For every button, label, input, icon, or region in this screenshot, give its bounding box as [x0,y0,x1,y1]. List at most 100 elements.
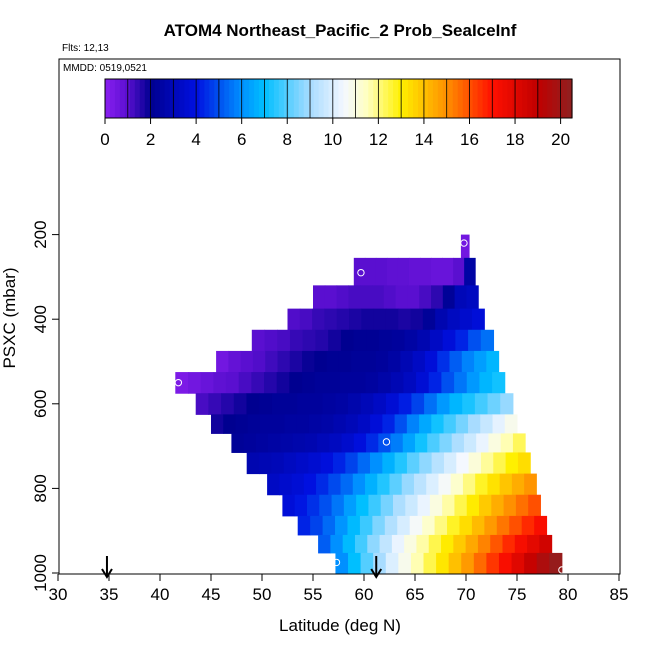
flights-label: Flts: 12,13 [62,43,109,54]
colorbar-segment [373,79,379,118]
colorbar-segment [482,79,489,118]
colorbar-segment [517,79,523,118]
x-axis: 30 35 40 45 50 55 60 65 70 75 80 85 [49,574,628,604]
heatmap-cell [259,393,273,415]
heatmap-cell [297,515,311,536]
heatmap-cell [294,494,308,517]
colorbar-segment [378,79,384,118]
flight-arrow-head [370,568,383,579]
heatmap-cell [436,393,450,415]
heatmap-cell [459,515,473,536]
heatmap-cell [417,494,431,517]
heatmap-cell [417,329,431,352]
heatmap-cell [282,494,296,517]
heatmap-cell [474,350,487,373]
heatmap-cell [403,372,417,394]
heatmap-cell [328,329,342,352]
heatmap-cell [353,257,366,286]
heatmap-cell [314,350,328,373]
colorbar-tick-label: 18 [506,130,525,149]
heatmap-cell [324,308,338,331]
heatmap-cell [479,494,492,517]
x-tick-label: 30 [49,585,68,604]
y-tick-label: 600 [31,390,50,418]
heatmap-cell [493,452,507,475]
colorbar-segment [477,79,484,118]
heatmap-cell [429,494,443,517]
colorbar-tick-label: 8 [283,130,292,149]
colorbar-segment [522,79,528,118]
heatmap-cell [335,515,348,536]
heatmap-cell [503,494,517,517]
colorbar-segment [537,79,543,118]
x-tick-label: 50 [253,585,272,604]
colorbar-segment [159,79,166,118]
heatmap-cell [472,308,485,331]
colorbar-segment [204,79,210,118]
data-point-marker [382,438,391,446]
heatmap-cell [388,350,401,373]
heatmap-cell [521,515,535,536]
heatmap-cell [247,414,261,434]
heatmap-cell [231,433,245,453]
heatmap-cell [259,414,273,434]
colorbar-segment [249,79,255,118]
colorbar-segment [179,79,186,118]
heatmap-cell [347,393,362,415]
colorbar-tick-label: 14 [414,130,433,149]
heatmap-cell [251,372,265,394]
colorbar-segment [189,79,196,118]
heatmap-cell [466,494,480,517]
data-point-marker [558,566,566,574]
heatmap-cell [246,452,260,475]
heatmap-cell [240,350,254,373]
heatmap-cell [413,473,427,496]
y-axis: 200 400 600 800 1000 [31,220,59,592]
heatmap-cell [409,515,423,536]
heatmap-cell [449,350,463,373]
heatmap-cell [365,372,379,394]
heatmap-cell [289,372,303,394]
flight-arrow-head [101,568,113,579]
heatmap-cell [491,494,505,517]
heatmap-cell [484,515,498,536]
heatmap-cell [453,534,467,554]
heatmap-cell [345,452,359,475]
heatmap-cell [308,452,322,475]
heatmap-cell [441,534,454,554]
heatmap-cell [251,329,266,352]
heatmap-cell [534,515,548,536]
heatmap-cell [336,285,349,310]
heatmap-cell [252,350,266,373]
dates-label: MMDD: 0519,0521 [63,63,147,74]
heatmap-cell [243,433,257,453]
heatmap-cell [386,393,400,415]
heatmap-cell [328,473,342,496]
x-tick-label: 70 [457,585,476,604]
colorbar-segment [234,79,240,118]
heatmap-cell [379,534,393,554]
heatmap-cell [492,372,506,394]
heatmap-cell [454,372,468,394]
heatmap-cell [463,433,477,453]
heatmap-cell [416,534,430,554]
heatmap-cell [439,433,453,453]
heatmap-cell [216,350,229,373]
colorbar-segment [472,79,479,118]
colorbar-segment [318,79,325,118]
heatmap-cell [422,308,436,331]
heatmap-cell [366,433,379,453]
colorbar-segment [119,79,126,118]
heatmap-cell [451,433,465,453]
heatmap-cell [490,534,504,554]
y-axis-label: PSXC (mbar) [0,267,19,368]
colorbar-tick-label: 0 [100,130,109,149]
colorbar-segment [447,79,454,118]
colorbar-segment [129,79,136,118]
colorbar-segment [442,79,449,118]
heatmap-cell [395,285,408,310]
x-tick-label: 45 [202,585,221,604]
heatmap-cell [471,515,485,536]
colorbar-segment [457,79,464,118]
heatmap-cell [406,414,420,434]
